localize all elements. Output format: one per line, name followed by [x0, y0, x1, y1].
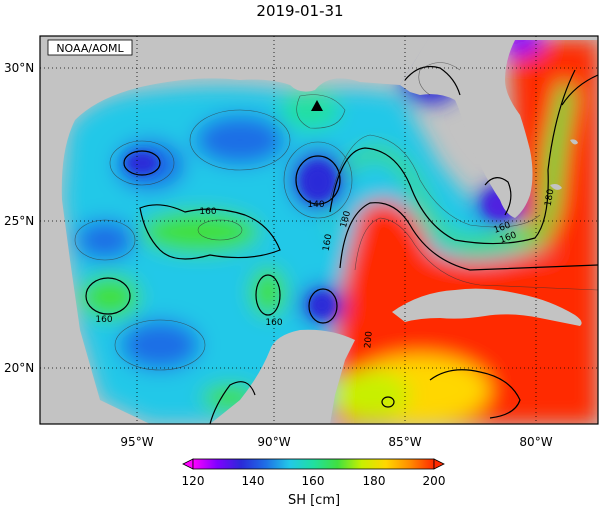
lat-tick-30: 30°N	[4, 61, 34, 75]
map-area	[40, 36, 598, 424]
eddy-cores	[126, 152, 516, 317]
lon-tick-90: 90°W	[257, 435, 290, 449]
contour-label-7: 200	[363, 331, 374, 349]
contour-label-2: 160	[199, 207, 216, 217]
credit-text: NOAA/AOML	[56, 42, 124, 55]
svg-text:160: 160	[95, 315, 112, 325]
north-coast-landmass	[40, 36, 430, 424]
colorbar-ticks: 120 140 160 180 200	[182, 474, 446, 488]
lat-tick-20: 20°N	[4, 361, 34, 375]
colorbar-tick-160: 160	[302, 474, 325, 488]
colorbar-tick-140: 140	[242, 474, 265, 488]
contour-label-6: 160	[265, 318, 282, 328]
contours-major	[85, 65, 598, 424]
svg-text:200: 200	[363, 331, 374, 349]
credit-box: NOAA/AOML	[47, 39, 133, 56]
colorbar-label: SH [cm]	[287, 493, 341, 508]
map-frame	[39, 35, 599, 425]
contour-label-1: 140	[307, 200, 324, 210]
contour-label-4: 160	[322, 233, 335, 252]
lon-tick-85: 85°W	[388, 435, 421, 449]
colorbar-low-arrow	[182, 458, 194, 470]
colorbar-tick-120: 120	[182, 474, 205, 488]
lon-tick-95: 95°W	[120, 435, 153, 449]
lon-tick-labels: 95°W 90°W 85°W 80°W	[120, 435, 552, 449]
sea-height-field	[62, 36, 598, 424]
colorbar-high-arrow	[433, 458, 445, 470]
svg-text:180: 180	[339, 210, 353, 229]
contour-label-3: 180	[339, 210, 353, 229]
contour-label-5: 160	[95, 315, 112, 325]
svg-text:160: 160	[199, 207, 216, 217]
svg-text:160: 160	[265, 318, 282, 328]
lat-tick-25: 25°N	[4, 214, 34, 228]
colorbar-tick-180: 180	[363, 474, 386, 488]
svg-text:180: 180	[544, 188, 557, 207]
florida-landmass	[400, 36, 598, 218]
yucatan-landmass	[210, 329, 355, 424]
contours-minor	[74, 62, 598, 371]
colorbar: 120 140 160 180 200	[182, 458, 446, 488]
lat-tick-labels: 30°N 25°N 20°N	[4, 61, 34, 375]
contour-labels: 140 160 180 160 160 160 200 180 160 160	[95, 188, 556, 349]
colorbar-bar	[192, 458, 435, 470]
contour-label-8: 180	[544, 188, 557, 207]
svg-text:160: 160	[322, 233, 335, 252]
cuba-landmass	[392, 288, 582, 326]
svg-text:140: 140	[307, 200, 324, 210]
observation-marker	[311, 100, 323, 111]
colorbar-tick-200: 200	[423, 474, 446, 488]
graticule	[40, 36, 598, 424]
lon-tick-80: 80°W	[519, 435, 552, 449]
map-title: 2019-01-31	[256, 2, 344, 20]
